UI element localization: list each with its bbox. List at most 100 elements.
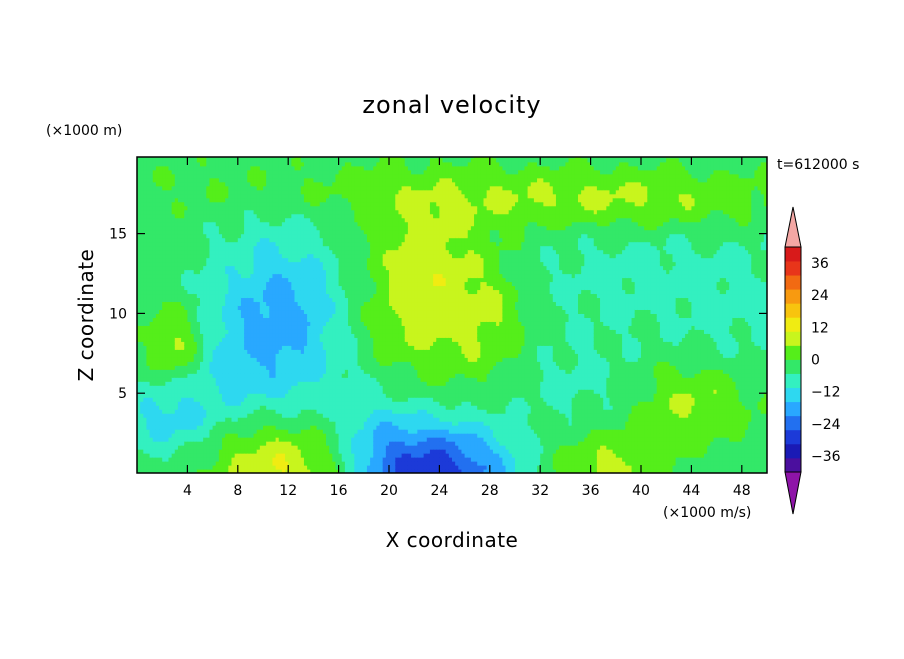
field-cell [159, 349, 163, 354]
field-cell [187, 429, 192, 434]
field-cell [190, 381, 195, 386]
field-cell [212, 173, 217, 179]
field-cell [190, 317, 195, 322]
field-cell [155, 377, 160, 382]
field-cell [181, 269, 185, 275]
field-cell [206, 289, 211, 295]
field-cell [181, 337, 185, 342]
field-cell [171, 409, 176, 414]
field-cell [168, 425, 173, 430]
field-cell [149, 345, 154, 350]
field-cell [225, 417, 229, 422]
field-cell [137, 269, 141, 275]
field-cell [193, 289, 198, 295]
field-cell [184, 333, 188, 338]
field-cell [165, 441, 170, 446]
field-cell [171, 177, 176, 183]
field-cell [162, 253, 166, 259]
field-cell [140, 185, 144, 191]
field-cell [206, 233, 211, 239]
field-cell [155, 433, 160, 438]
field-cell [165, 257, 170, 263]
field-cell [146, 421, 151, 426]
field-cell [149, 325, 154, 330]
field-cell [184, 409, 188, 414]
field-cell [215, 449, 220, 454]
field-cell [137, 325, 141, 330]
field-cell [137, 433, 141, 438]
field-cell [212, 349, 217, 354]
field-cell [149, 261, 154, 267]
field-cell [187, 197, 192, 203]
field-cell [203, 329, 207, 334]
field-cell [206, 305, 211, 311]
field-cell [184, 253, 188, 259]
field-cell [152, 321, 157, 326]
field-cell [174, 329, 179, 334]
field-cell [159, 285, 163, 291]
field-cell [137, 289, 141, 295]
field-cell [196, 333, 201, 338]
field-cell [159, 329, 163, 334]
field-cell [215, 221, 220, 227]
field-cell [212, 421, 217, 426]
field-cell [215, 389, 220, 394]
field-cell [149, 277, 154, 283]
field-cell [159, 381, 163, 386]
field-cell [177, 337, 182, 342]
field-cell [177, 341, 182, 346]
field-cell [212, 285, 217, 291]
field-cell [218, 353, 223, 358]
field-cell [200, 217, 204, 223]
field-cell [168, 225, 173, 231]
field-cell [196, 289, 201, 295]
field-cell [222, 465, 226, 470]
field-cell [149, 461, 154, 466]
field-cell [206, 409, 211, 414]
field-cell [209, 185, 214, 191]
field-cell [212, 333, 217, 338]
field-cell [140, 289, 144, 295]
field-cell [162, 329, 166, 334]
field-cell [165, 301, 170, 307]
field-cell [212, 197, 217, 203]
field-cell [212, 181, 217, 187]
field-cell [184, 321, 188, 326]
field-cell [140, 449, 144, 454]
field-cell [171, 421, 176, 426]
field-cell [181, 369, 185, 374]
field-cell [168, 209, 173, 215]
field-cell [155, 333, 160, 338]
field-cell [209, 241, 214, 247]
field-cell [155, 297, 160, 303]
field-cell [196, 273, 201, 279]
field-cell [159, 169, 163, 175]
field-cell [155, 205, 160, 211]
field-cell [184, 353, 188, 358]
field-cell [203, 465, 207, 470]
field-cell [203, 369, 207, 374]
field-cell [155, 197, 160, 203]
field-cell [209, 433, 214, 438]
field-cell [137, 201, 141, 207]
field-cell [171, 225, 176, 231]
field-cell [152, 221, 157, 227]
field-cell [203, 237, 207, 243]
field-cell [206, 309, 211, 314]
field-cell [196, 217, 201, 223]
field-cell [171, 441, 176, 446]
field-cell [168, 445, 173, 450]
field-cell [140, 265, 144, 271]
field-cell [162, 341, 166, 346]
field-cell [177, 369, 182, 374]
field-cell [159, 405, 163, 410]
field-cell [152, 337, 157, 342]
field-cell [206, 249, 211, 255]
field-cell [190, 237, 195, 243]
field-cell [218, 377, 223, 382]
field-cell [203, 193, 207, 199]
field-cell [218, 197, 223, 203]
field-cell [137, 237, 141, 243]
field-cell [190, 341, 195, 346]
field-cell [200, 281, 204, 287]
